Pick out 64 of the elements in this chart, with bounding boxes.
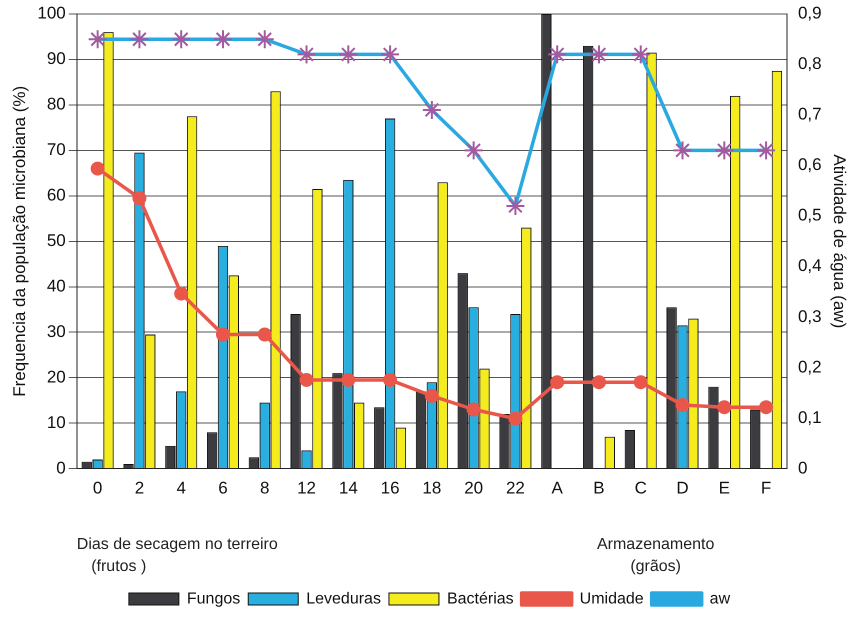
legend-label: Bactérias: [446, 590, 514, 608]
y-tick-label: 20: [46, 367, 66, 386]
text: Armazenamento (grãos): [596, 536, 714, 576]
y2-tick-label: 0,4: [798, 256, 822, 276]
x-tick-label: 18: [422, 478, 442, 498]
point: [508, 412, 522, 426]
y2-tick-label: 0,3: [798, 306, 822, 326]
y-tick-label: 40: [46, 276, 66, 296]
point: [341, 372, 356, 387]
point: [90, 162, 105, 176]
legend-label: Fungos: [186, 590, 240, 608]
legend-label: Leveduras: [306, 590, 381, 608]
y2-tick-label: 0,9: [798, 4, 822, 23]
point: [466, 402, 481, 416]
x-tick-label: A: [552, 478, 564, 498]
point: [132, 191, 146, 206]
point: [676, 398, 690, 412]
point: [300, 372, 314, 387]
x-tick-label: E: [718, 478, 730, 498]
y-tick-label: 90: [46, 49, 66, 68]
x-tick-label: 2: [134, 478, 144, 498]
y2-tick-label: 0,6: [798, 155, 822, 174]
y2-axis-title: Atividade de água (aw): [830, 154, 850, 328]
point: [592, 375, 606, 390]
point: [174, 286, 188, 301]
legend-label: Umidade: [580, 590, 644, 608]
y-tick-label: 10: [46, 412, 66, 432]
x-tick-label: 4: [176, 478, 186, 498]
y2-tick-label: 0,1: [798, 408, 822, 427]
y2-tick-label: 0,5: [798, 206, 822, 225]
x-tick-label: 14: [338, 478, 358, 498]
point: [759, 400, 774, 414]
x-tick-label: 6: [218, 478, 228, 498]
y-tick-label: 30: [46, 322, 66, 341]
y-tick-label: 70: [46, 140, 66, 160]
point: [383, 372, 398, 387]
point: [216, 327, 230, 342]
x-tick-label: D: [676, 478, 689, 498]
y-tick-label: 100: [37, 4, 66, 23]
x-tick-label: 8: [260, 478, 270, 498]
y2-tick-label: 0,8: [798, 54, 822, 74]
y2-tick-label: 0,2: [798, 357, 822, 376]
y2-tick-label: 0,7: [798, 104, 822, 124]
x-tick-label: 20: [464, 478, 484, 498]
point: [717, 400, 732, 414]
x-tick-label: 16: [380, 478, 400, 498]
x-tick-label: 0: [92, 478, 102, 498]
point: [550, 375, 564, 390]
point: [424, 388, 439, 403]
point: [258, 327, 272, 342]
x-tick-label: C: [634, 478, 647, 498]
point: [634, 375, 648, 390]
y-axis-title: Frequencia da população microbiana (%): [10, 86, 29, 397]
x-tick-label: B: [593, 478, 605, 498]
y-tick-label: 0: [56, 458, 66, 478]
x-tick-label: 22: [506, 478, 525, 498]
y2-tick-label: 0: [798, 458, 808, 478]
y-tick-label: 60: [46, 186, 66, 205]
legend-label: aw: [710, 590, 731, 608]
y-tick-label: 50: [46, 230, 66, 250]
text: Dias de secagem no terreiro (frutos ): [76, 536, 278, 576]
x-tick-label: 12: [297, 478, 316, 498]
y-tick-label: 80: [46, 94, 66, 114]
x-tick-label: F: [760, 478, 772, 498]
